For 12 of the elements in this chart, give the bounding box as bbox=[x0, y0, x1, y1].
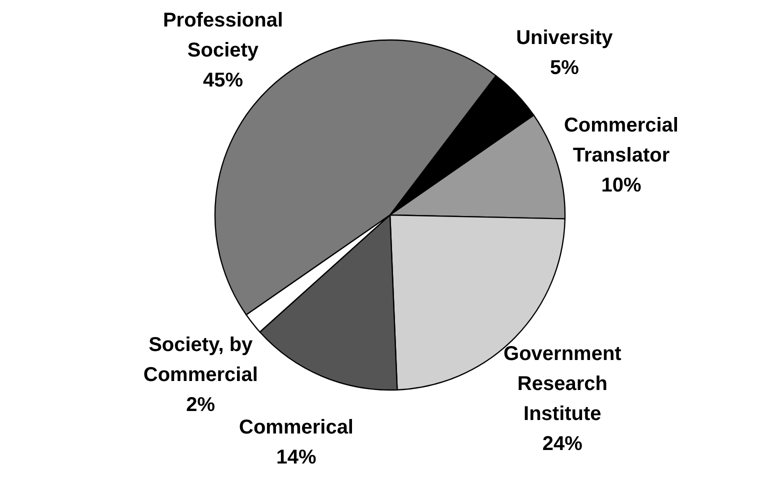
data-label: 24% bbox=[542, 433, 583, 456]
slice-label: University bbox=[516, 26, 614, 49]
slice-label: Society, by Commercial bbox=[143, 334, 258, 386]
slice-label: Commercial Translator bbox=[564, 114, 678, 166]
data-label: 14% bbox=[276, 446, 316, 469]
data-label: 10% bbox=[601, 174, 642, 196]
data-label: 2% bbox=[186, 394, 216, 416]
slice-label: Professional Society bbox=[162, 10, 283, 62]
slice-label: Commerical bbox=[239, 416, 354, 439]
data-label: 5% bbox=[550, 56, 580, 79]
slice-label: Government Research Institute bbox=[504, 343, 622, 426]
data-label: 45% bbox=[202, 70, 244, 92]
